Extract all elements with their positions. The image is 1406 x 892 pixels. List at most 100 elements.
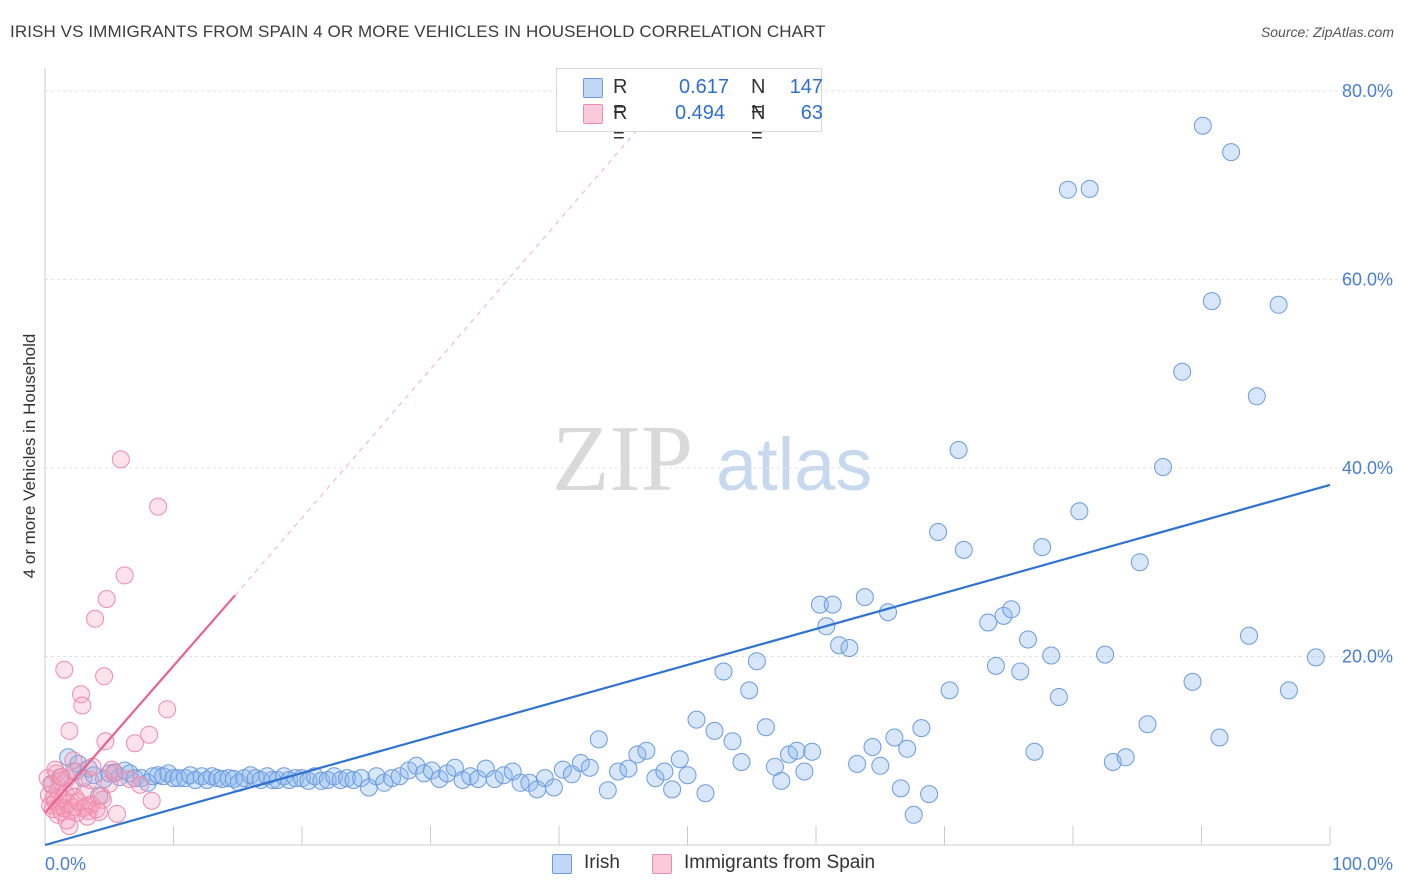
- spain-point: [73, 696, 92, 715]
- legend-r-label: R =: [613, 76, 628, 121]
- irish-point: [885, 728, 904, 747]
- irish-point: [1025, 742, 1044, 761]
- irish-point: [1033, 538, 1052, 557]
- irish-point: [979, 613, 998, 632]
- legend-n-label: N =: [751, 76, 766, 121]
- irish-point: [705, 721, 724, 740]
- watermark-atlas: atlas: [716, 423, 872, 506]
- irish-point: [383, 769, 401, 788]
- irish-point: [1154, 458, 1172, 476]
- spain-point: [55, 660, 74, 679]
- spain-trendline-extension: [234, 113, 652, 596]
- irish-point: [1247, 387, 1266, 406]
- irish-point: [898, 739, 917, 758]
- irish-point: [912, 719, 931, 738]
- irish-point: [1222, 143, 1241, 162]
- bottom-legend-label-spain: Immigrants from Spain: [684, 852, 876, 873]
- irish-point: [553, 760, 572, 779]
- irish-point: [871, 756, 890, 775]
- irish-point: [949, 441, 968, 459]
- irish-point: [732, 753, 751, 771]
- irish-point: [1183, 672, 1202, 691]
- irish-point: [891, 779, 910, 798]
- irish-point: [904, 805, 923, 824]
- legend-r-label: R =: [613, 102, 628, 147]
- bottom-legend-swatch-irish: [552, 854, 572, 874]
- irish-point: [338, 769, 356, 788]
- watermark-zip: ZIP: [552, 407, 693, 511]
- irish-point: [1173, 362, 1192, 381]
- irish-point: [678, 766, 697, 785]
- spain-point: [46, 760, 65, 779]
- legend-swatch-irish: [583, 78, 603, 98]
- axes: [44, 68, 1331, 846]
- irish-point: [331, 771, 350, 789]
- legend-swatch-spain: [583, 104, 603, 124]
- irish-point: [1130, 553, 1149, 572]
- irish-point: [1269, 295, 1288, 314]
- irish-point: [344, 771, 363, 789]
- irish-point: [714, 662, 733, 681]
- spain-point: [105, 764, 124, 783]
- irish-point: [863, 738, 882, 756]
- irish-point: [994, 606, 1013, 625]
- irish-point: [115, 761, 134, 780]
- irish-point: [848, 754, 867, 773]
- spain-point: [111, 450, 130, 469]
- irish-point: [580, 758, 599, 777]
- irish-point: [535, 769, 554, 788]
- x-tick-label: 100.0%: [1332, 854, 1393, 874]
- irish-point: [920, 785, 939, 804]
- irish-point: [747, 652, 766, 671]
- irish-point: [352, 769, 371, 788]
- irish-point: [803, 742, 822, 761]
- irish-point: [485, 770, 504, 788]
- spain-point: [115, 566, 134, 585]
- irish-point: [855, 588, 874, 607]
- irish-point: [1011, 662, 1030, 681]
- irish-point: [367, 767, 386, 786]
- irish-point: [571, 754, 590, 772]
- stats-legend: R = 0.617 N = 147 R = 0.494 N = 63: [556, 68, 823, 147]
- irish-point: [1002, 600, 1021, 619]
- irish-point: [723, 732, 742, 751]
- y-axis-label: 4 or more Vehicles in Household: [20, 333, 39, 579]
- irish-point: [646, 769, 665, 788]
- spain-point: [64, 751, 83, 770]
- irish-point: [772, 771, 791, 790]
- spain-trendline: [44, 594, 237, 814]
- irish-point: [544, 778, 563, 797]
- irish-point: [1058, 180, 1077, 199]
- chart-source: Source: ZipAtlas.com: [1260, 24, 1394, 40]
- y-tick-label: 60.0%: [1342, 269, 1393, 289]
- spain-point: [60, 721, 79, 740]
- irish-point: [59, 748, 78, 767]
- trendlines: [44, 113, 1331, 847]
- irish-point: [219, 769, 238, 788]
- irish-point: [929, 523, 948, 541]
- irish-point: [1070, 502, 1089, 521]
- spain-point: [125, 734, 144, 753]
- y-tick-label: 20.0%: [1342, 646, 1393, 666]
- legend-n-value: 147: [789, 76, 823, 98]
- spain-point: [131, 775, 150, 794]
- spain-point: [57, 811, 76, 830]
- irish-point: [663, 780, 682, 799]
- spain-point: [93, 790, 112, 809]
- bottom-legend-label-irish: Irish: [584, 852, 620, 873]
- y-tick-label: 80.0%: [1342, 81, 1393, 101]
- irish-point: [940, 681, 959, 700]
- irish-point: [986, 656, 1005, 675]
- irish-point: [1306, 648, 1325, 667]
- bottom-legend-swatch-spain: [652, 854, 672, 874]
- irish-point: [954, 540, 973, 559]
- irish-point: [589, 730, 608, 749]
- irish-point: [1240, 626, 1258, 645]
- irish-point: [696, 784, 715, 803]
- irish-point: [787, 741, 806, 760]
- irish-point: [756, 718, 775, 737]
- spain-point: [66, 762, 85, 781]
- irish-point: [1049, 688, 1068, 706]
- irish-point: [494, 766, 513, 785]
- watermark: ZIP atlas: [552, 407, 872, 511]
